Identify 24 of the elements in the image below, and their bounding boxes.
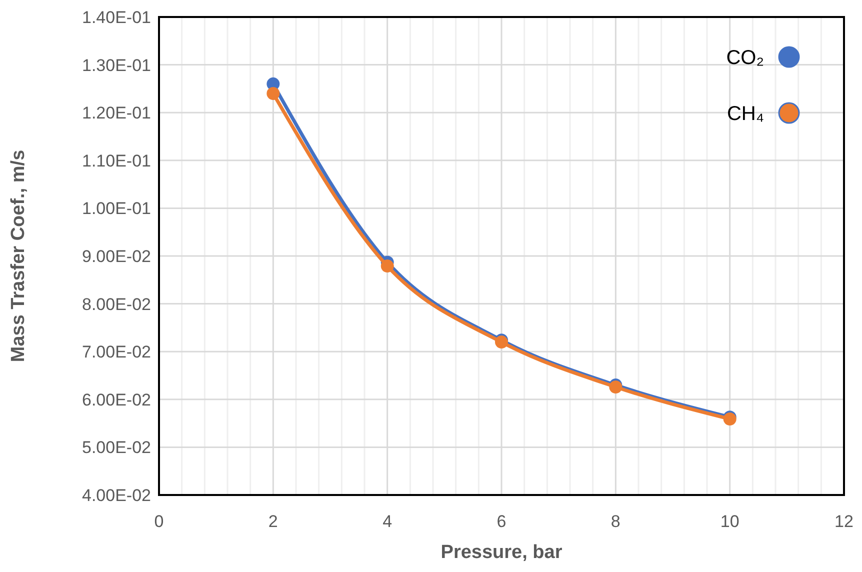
y-tick-label: 5.00E-02 xyxy=(82,438,151,458)
y-tick-label: 8.00E-02 xyxy=(82,294,151,314)
point xyxy=(380,260,394,273)
y-tick-label: 1.30E-01 xyxy=(82,56,151,75)
y-tick-label: 1.40E-01 xyxy=(82,8,151,27)
x-tick-label: 0 xyxy=(154,512,164,531)
y-tick-label: 1.20E-01 xyxy=(82,104,151,123)
y-axis-title: Mass Trasfer Coef., m/s xyxy=(8,150,29,362)
y-tick-label: 4.00E-02 xyxy=(82,486,151,505)
y-tick-label: 1.10E-01 xyxy=(82,151,151,170)
x-tick-label: 12 xyxy=(834,512,854,531)
legend-label: CO₂ xyxy=(726,47,764,69)
x-tick-label: 4 xyxy=(382,512,392,531)
x-tick-label: 10 xyxy=(720,512,740,531)
legend-label: CH₄ xyxy=(726,103,764,125)
y-tick-label: 6.00E-02 xyxy=(82,390,151,410)
x-tick-label: 6 xyxy=(496,512,506,531)
x-tick-label: 8 xyxy=(610,512,620,531)
x-tick-label: 2 xyxy=(268,512,278,531)
y-tick-label: 7.00E-02 xyxy=(82,342,151,362)
point xyxy=(266,86,280,100)
x-axis-title: Pressure, bar xyxy=(440,542,563,563)
y-tick-label: 9.00E-02 xyxy=(82,247,151,266)
y-tick-label: 1.00E-01 xyxy=(82,199,151,218)
